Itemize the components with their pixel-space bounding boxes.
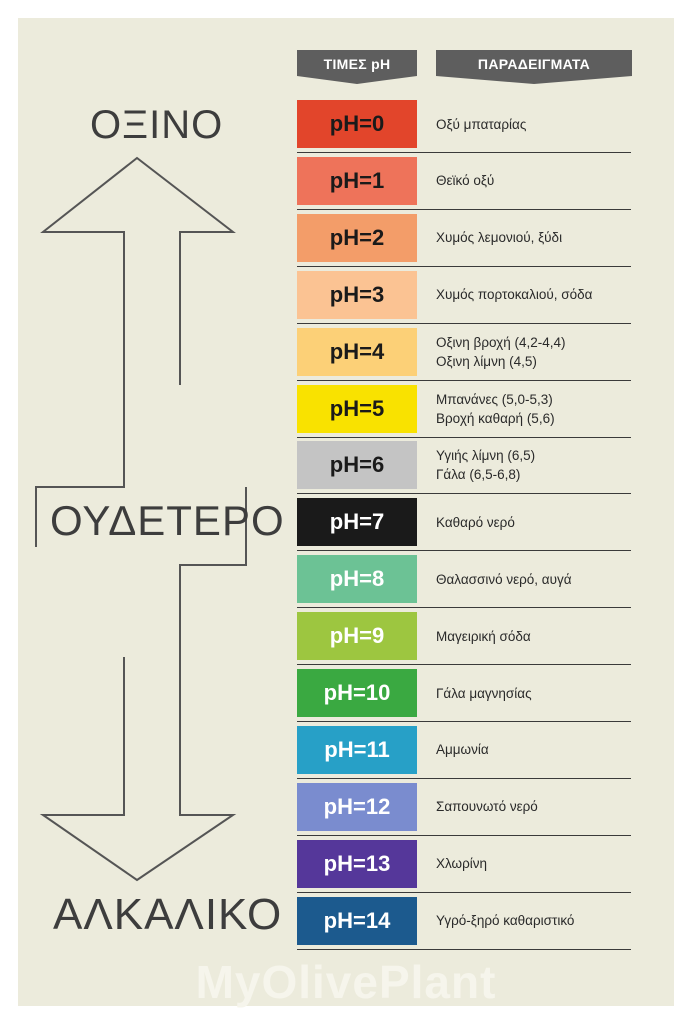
ph-row: pH=3 Χυμός πορτοκαλιού, σόδα [0,270,692,328]
ph-value-chip: pH=11 [297,725,417,774]
row-divider [297,948,631,950]
ph-examples: Υγιής λίμνη (6,5) Γάλα (6,5-6,8) [436,441,646,489]
ph-examples: Μπανάνες (5,0-5,3) Βροχή καθαρή (5,6) [436,385,646,433]
header-banner-shape [436,50,632,84]
ph-examples: Καθαρό νερό [436,498,646,546]
ph-row: pH=11 Αμμωνία [0,725,692,783]
row-divider [297,721,631,722]
ph-row: pH=13 Χλωρίνη [0,839,692,897]
example-text: Υγρό-ξηρό καθαριστικό [436,913,575,929]
ph-row: pH=5 Μπανάνες (5,0-5,3) Βροχή καθαρή (5,6) [0,384,692,442]
ph-row: pH=12 Σαπουνωτό νερό [0,782,692,840]
ph-examples: Γάλα μαγνησίας [436,669,646,717]
ph-row: pH=7 Καθαρό νερό [0,498,692,555]
row-divider [297,777,631,779]
example-text: Γάλα (6,5-6,8) [436,467,521,483]
ph-row: pH=2 Χυμός λεμονιού, ξύδι [0,213,692,271]
header-examples: ΠΑΡΑΔΕΙΓΜΑΤΑ [436,50,632,84]
ph-row: pH=9 Μαγειρική σόδα [0,612,692,669]
ph-examples: Χυμός λεμονιού, ξύδι [436,214,646,262]
ph-examples: Σαπουνωτό νερό [436,783,646,831]
example-text: Χυμός πορτοκαλιού, σόδα [436,287,593,303]
neutral-label: ΟΥΔΕΤΕΡΟ [50,497,285,544]
header-ph-values: ΤΙΜΕΣ pH [297,50,417,84]
ph-value-chip: pH=6 [297,441,417,490]
example-text: Οξινη βροχή (4,2-4,4) [436,334,566,350]
example-text: Σαπουνωτό νερό [436,799,538,815]
row-divider [297,550,631,552]
row-divider [297,891,631,893]
down-arrow-outline [39,487,247,882]
ph-value-chip: pH=14 [297,896,417,945]
example-text: Θεϊκό οξύ [436,173,495,189]
example-text: Χλωρίνη [436,856,488,872]
ph-examples: Οξύ μπαταρίας [436,100,646,148]
row-divider [297,379,631,381]
ph-value-chip: pH=9 [297,612,417,661]
row-divider [297,322,631,324]
ph-value-chip: pH=10 [297,669,417,717]
ph-examples: Θαλασσινό νερό, αυγά [436,555,646,603]
row-divider [297,208,631,210]
row-divider [297,664,631,666]
ph-value-chip: pH=1 [297,156,417,205]
ph-value-chip: pH=3 [297,270,417,319]
ph-row: pH=6 Υγιής λίμνη (6,5) Γάλα (6,5-6,8) [0,441,692,498]
ph-row: pH=14 Υγρό-ξηρό καθαριστικό [0,896,692,954]
row-divider [297,607,631,609]
ph-row: pH=8 Θαλασσινό νερό, αυγά [0,555,692,612]
example-text: Γάλα μαγνησίας [436,685,532,701]
row-divider [297,152,631,153]
ph-value-chip: pH=12 [297,782,417,831]
example-text: Αμμωνία [436,742,489,758]
header-ph-values-label: ΤΙΜΕΣ pH [323,56,391,72]
row-divider [297,265,631,267]
header-banner-shape [297,50,417,84]
ph-row: pH=10 Γάλα μαγνησίας [0,669,692,726]
ph-examples: Μαγειρική σόδα [436,612,646,660]
example-text: Υγιής λίμνη (6,5) [436,448,536,464]
example-text: Χυμός λεμονιού, ξύδι [436,230,563,246]
ph-value-chip: pH=5 [297,384,417,433]
example-text: Μαγειρική σόδα [436,628,531,644]
example-text: Καθαρό νερό [436,514,515,530]
ph-row: pH=4 Οξινη βροχή (4,2-4,4) Οξινη λίμνη (4,… [0,327,692,385]
header-examples-label: ΠΑΡΑΔΕΙΓΜΑΤΑ [477,56,591,72]
ph-value-chip: pH=2 [297,213,417,262]
acidic-label: ΟΞΙΝΟ [90,103,224,147]
ph-row: pH=1 Θεϊκό οξύ [0,156,692,214]
ph-examples: Υγρό-ξηρό καθαριστικό [436,897,646,945]
ph-examples: Θεϊκό οξύ [436,157,646,205]
row-divider [297,436,631,438]
ph-examples: Αμμωνία [436,726,646,774]
example-text: Βροχή καθαρή (5,6) [436,410,555,426]
row-divider [297,834,631,836]
ph-value-chip: pH=7 [297,498,417,547]
ph-value-chip: pH=13 [297,839,417,888]
alkaline-label: ΑΛΚΑΛΙΚΟ [53,890,283,939]
ph-examples: Χλωρίνη [436,840,646,888]
row-divider [297,493,631,495]
example-text: Θαλασσινό νερό, αυγά [436,571,572,587]
ph-value-chip: pH=4 [297,327,417,376]
ph-examples: Οξινη βροχή (4,2-4,4) Οξινη λίμνη (4,5) [436,328,646,376]
up-arrow-outline [35,156,236,547]
ph-examples: Χυμός πορτοκαλιού, σόδα [436,271,646,319]
ph-row: pH=0 Οξύ μπαταρίας [0,100,692,157]
example-text: Οξινη λίμνη (4,5) [436,353,537,369]
watermark: MyOlivePlant [195,956,497,1008]
ph-value-chip: pH=0 [297,100,417,148]
ph-value-chip: pH=8 [297,555,417,604]
example-text: Οξύ μπαταρίας [436,116,527,132]
example-text: Μπανάνες (5,0-5,3) [436,391,553,407]
